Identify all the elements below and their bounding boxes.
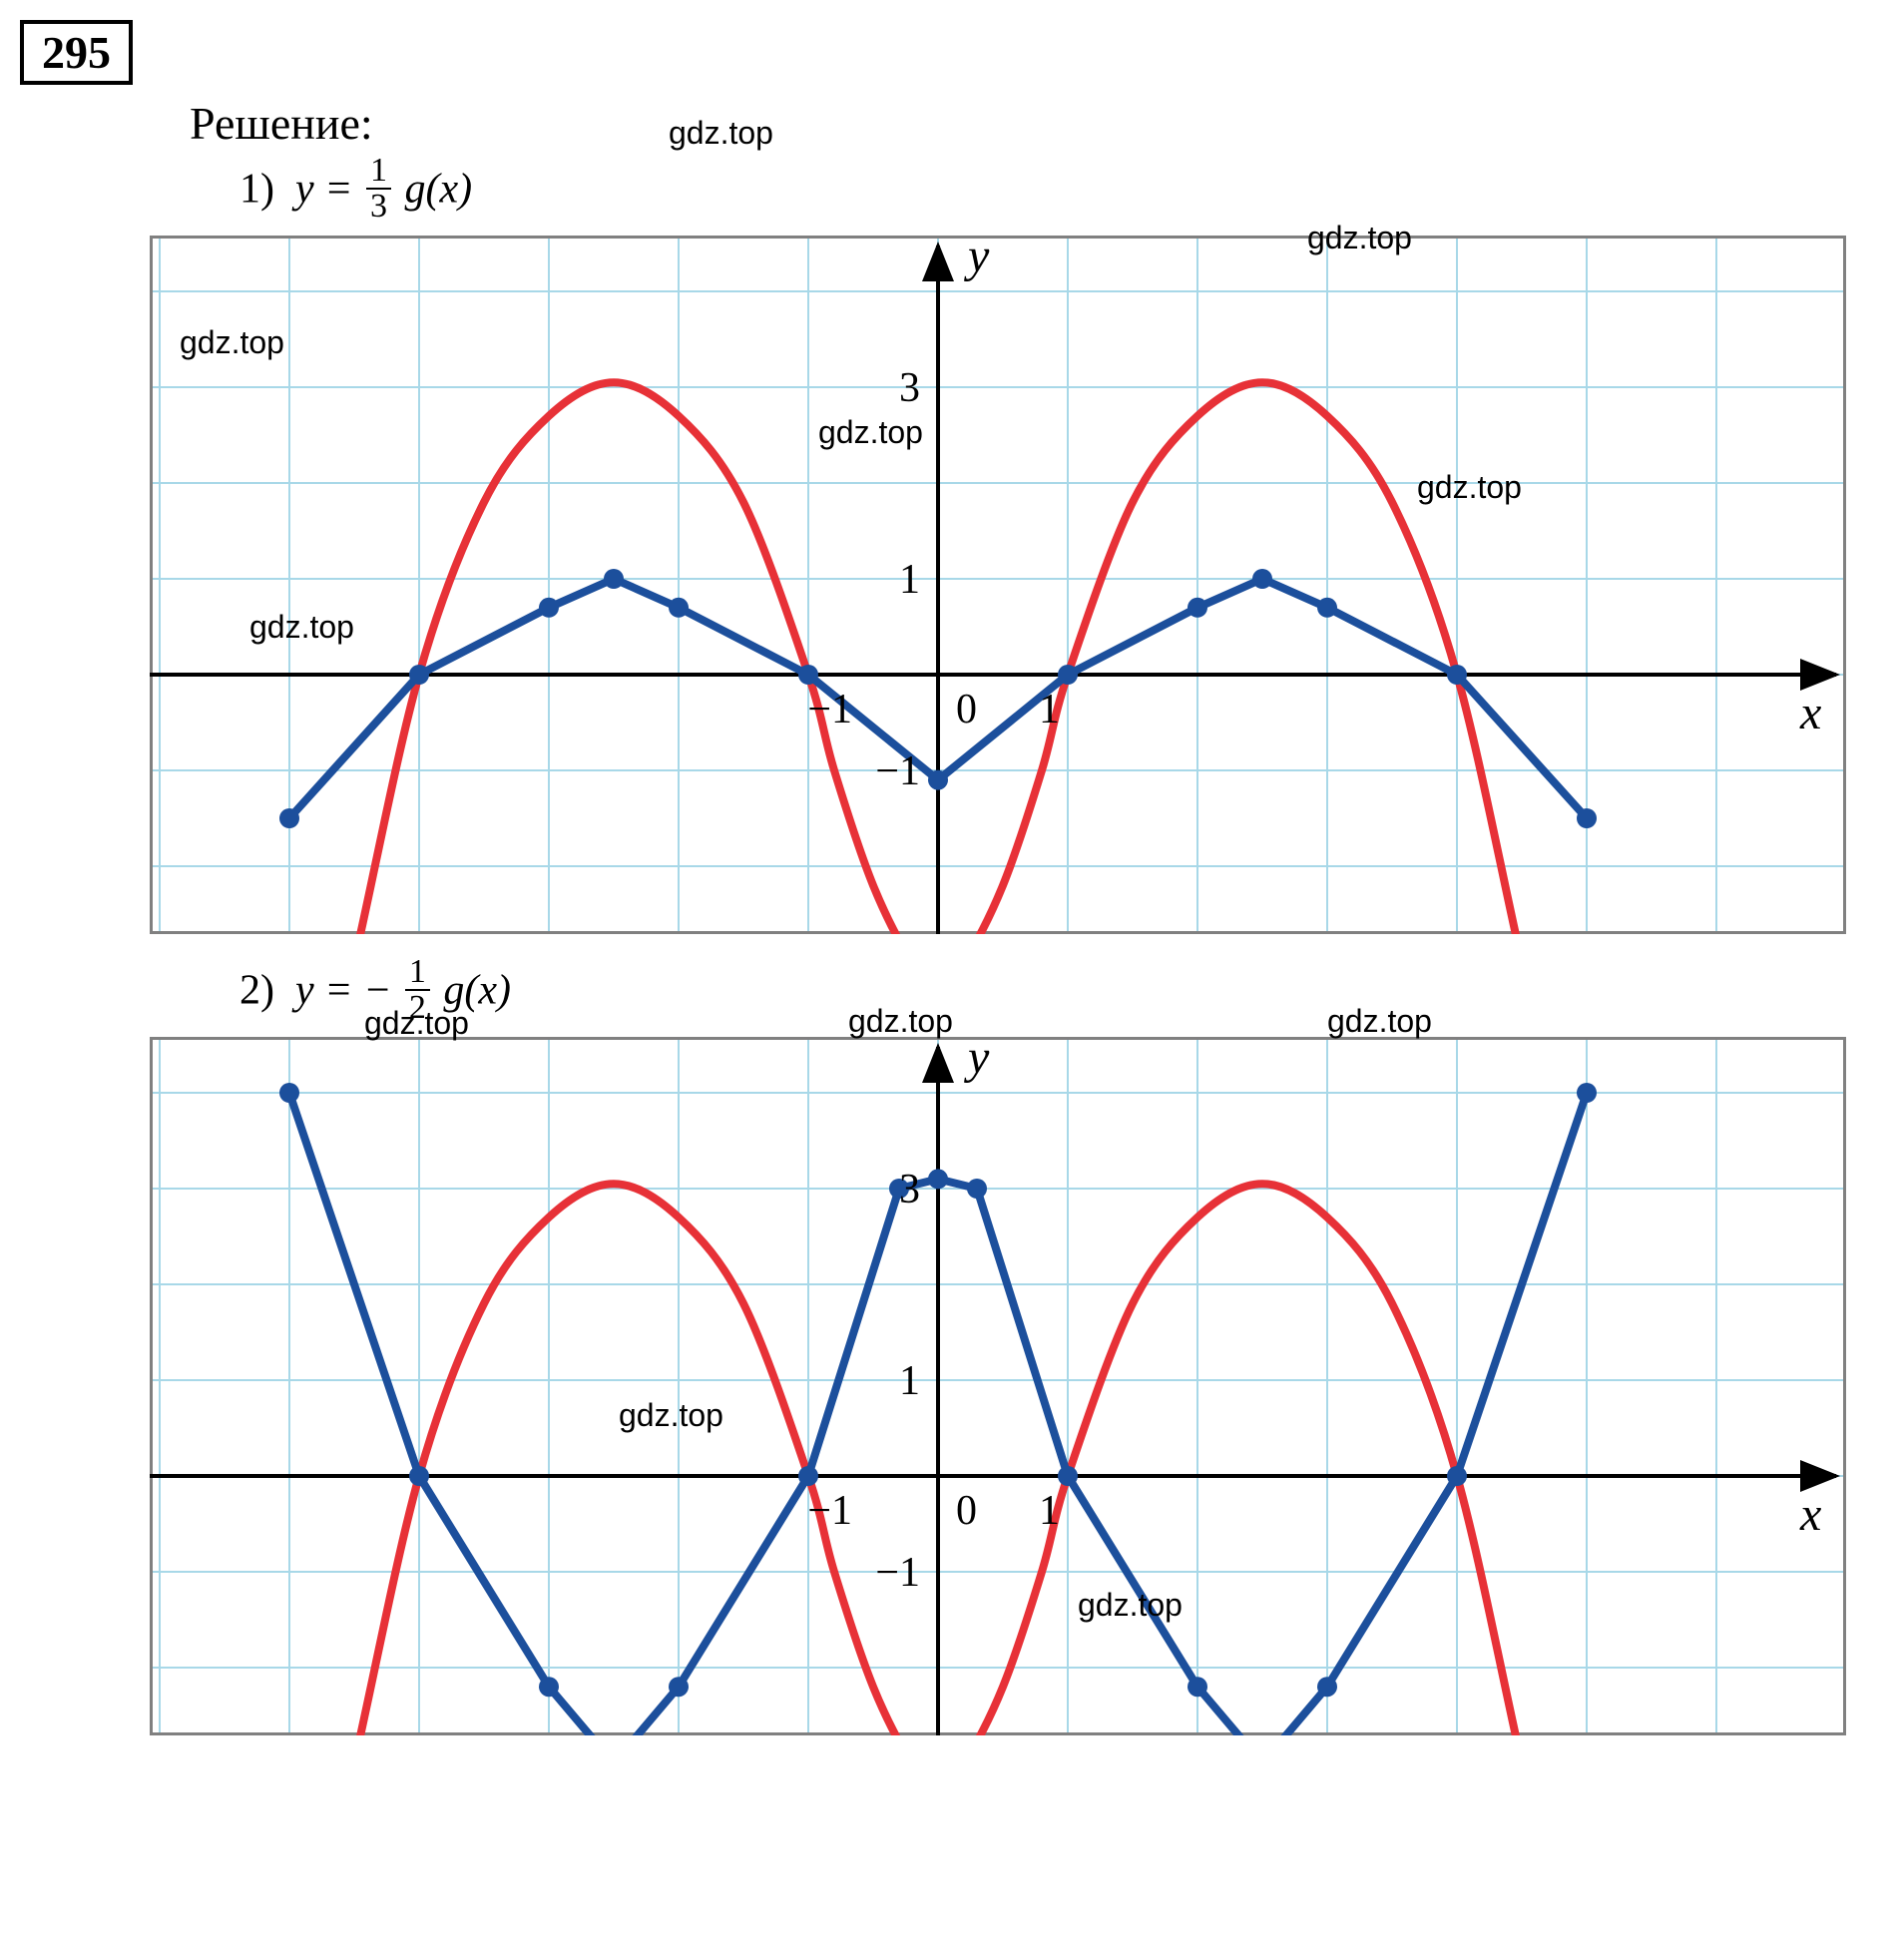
- formula-1-suffix: g(x): [404, 167, 472, 213]
- svg-text:−1: −1: [807, 1488, 852, 1534]
- svg-text:x: x: [1799, 687, 1821, 739]
- formula-1: 1) y = 1 3 g(x): [20, 158, 1884, 228]
- frac1-den: 3: [366, 190, 391, 224]
- svg-text:1: 1: [1039, 687, 1060, 732]
- solution-label: Решение:: [20, 97, 1884, 150]
- svg-text:3: 3: [899, 365, 920, 411]
- formula-2-prefix: y = −: [295, 968, 391, 1014]
- chart-1-container: yx031−1−3−11: [150, 236, 1884, 939]
- chart-1: yx031−1−3−11: [150, 236, 1846, 934]
- svg-text:y: y: [963, 236, 990, 282]
- svg-text:1: 1: [1039, 1488, 1060, 1534]
- chart-2: yx031−1−3−11: [150, 1037, 1846, 1735]
- svg-text:x: x: [1799, 1488, 1821, 1541]
- svg-text:−1: −1: [807, 687, 852, 732]
- svg-text:1: 1: [899, 557, 920, 603]
- problem-number: 295: [20, 20, 133, 85]
- fraction-1: 1 3: [366, 154, 391, 224]
- part-index-1: 1): [239, 167, 274, 213]
- frac2-num: 1: [405, 955, 430, 991]
- formula-1-prefix: y =: [295, 167, 352, 213]
- svg-text:−1: −1: [875, 1550, 920, 1596]
- frac2-den: 2: [405, 991, 430, 1025]
- svg-text:y: y: [963, 1037, 990, 1084]
- frac1-num: 1: [366, 154, 391, 190]
- svg-text:1: 1: [899, 1358, 920, 1404]
- formula-2: 2) y = − 1 2 g(x): [20, 959, 1884, 1029]
- svg-text:0: 0: [956, 1488, 977, 1534]
- svg-text:3: 3: [899, 1167, 920, 1213]
- part-index-2: 2): [239, 968, 274, 1014]
- formula-2-suffix: g(x): [443, 968, 511, 1014]
- svg-text:0: 0: [956, 687, 977, 732]
- svg-text:−1: −1: [875, 748, 920, 794]
- chart-2-container: yx031−1−3−11: [150, 1037, 1884, 1740]
- fraction-2: 1 2: [405, 955, 430, 1025]
